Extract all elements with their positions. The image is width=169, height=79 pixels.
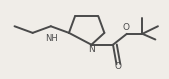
- Text: O: O: [115, 61, 122, 70]
- Text: N: N: [88, 45, 95, 54]
- Text: NH: NH: [45, 34, 58, 43]
- Text: O: O: [123, 23, 129, 32]
